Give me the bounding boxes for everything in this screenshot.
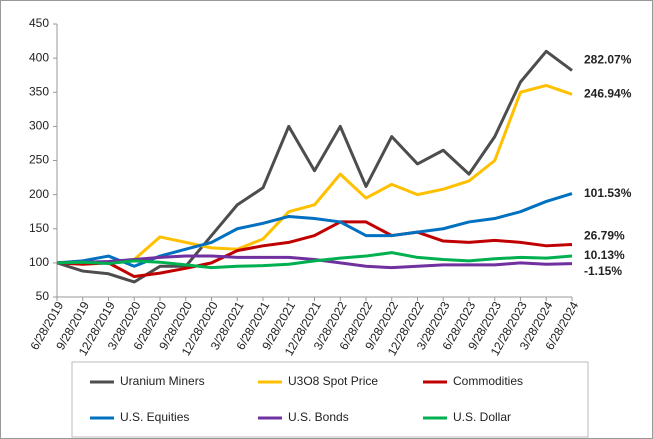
legend-label: U3O8 Spot Price <box>288 374 378 388</box>
series-line <box>56 192 573 268</box>
end-label: 246.94% <box>584 86 632 100</box>
end-label: 10.13% <box>584 248 625 262</box>
legend-box <box>71 361 589 438</box>
y-tick-label: 250 <box>29 153 49 167</box>
y-tick-label: 350 <box>29 84 49 98</box>
legend-label: U.S. Dollar <box>453 410 511 424</box>
legend-label: U.S. Equities <box>120 410 189 424</box>
series-line <box>56 83 573 265</box>
end-label: 101.53% <box>584 186 632 200</box>
y-tick-label: 200 <box>29 187 49 201</box>
y-tick-label: 150 <box>29 221 49 235</box>
end-label: 26.79% <box>584 229 625 243</box>
legend-label: Uranium Miners <box>120 374 205 388</box>
end-label: -1.15% <box>584 264 622 278</box>
y-tick-label: 400 <box>29 50 49 64</box>
legend-label: Commodities <box>453 374 523 388</box>
end-label: 282.07% <box>584 53 632 67</box>
series-line <box>56 251 573 270</box>
series-line <box>56 220 573 279</box>
legend-label: U.S. Bonds <box>288 410 349 424</box>
y-tick-label: 450 <box>29 16 49 30</box>
y-tick-label: 50 <box>36 289 50 303</box>
y-tick-label: 300 <box>29 119 49 133</box>
y-tick-label: 100 <box>29 255 49 269</box>
